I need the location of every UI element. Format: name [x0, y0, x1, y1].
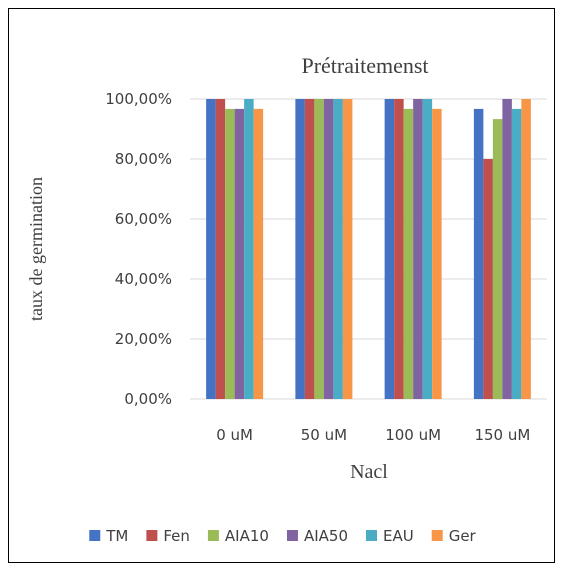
chart-frame	[8, 8, 555, 563]
x-axis-label: Nacl	[350, 461, 388, 483]
x-tick-label: 100 uM	[385, 426, 441, 444]
bar-aia10-2	[403, 108, 414, 400]
y-tick-label: 80,00%	[115, 150, 172, 168]
x-tick-label: 50 uM	[301, 426, 347, 444]
y-tick-label: 40,00%	[115, 270, 172, 288]
bar-ger-3	[521, 99, 531, 399]
y-tick-label: 60,00%	[115, 210, 172, 228]
bar-aia50-3	[502, 99, 512, 399]
x-tick-label: 150 uM	[474, 426, 530, 444]
legend: TM Fen AIA10 AIA50 EAU Ger	[89, 527, 477, 545]
legend-label-tm: TM	[105, 527, 128, 545]
bar-tm-3	[473, 108, 484, 400]
y-axis-label: taux de germination	[26, 177, 46, 321]
legend-swatch-tm	[89, 530, 101, 541]
bars	[206, 99, 531, 400]
y-tick-label: 100,00%	[105, 90, 172, 108]
y-tick-label: 20,00%	[115, 330, 172, 348]
bar-fen-1	[304, 99, 315, 399]
y-tick-labels: 0,00% 20,00% 40,00% 60,00% 80,00% 100,00%	[105, 90, 172, 408]
x-tick-label: 0 uM	[216, 426, 253, 444]
legend-swatch-fen	[146, 530, 158, 541]
bar-ger-0	[253, 108, 264, 400]
bar-aia50-1	[323, 99, 334, 399]
bar-tm-0	[206, 99, 216, 399]
bar-fen-0	[215, 99, 226, 399]
bar-ger-1	[342, 99, 353, 399]
legend-swatch-aia10	[207, 530, 219, 541]
legend-swatch-aia50	[286, 530, 298, 541]
bar-fen-3	[483, 159, 493, 399]
bar-aia10-0	[225, 108, 235, 400]
legend-label-aia10: AIA10	[225, 527, 269, 545]
bar-fen-2	[394, 99, 404, 399]
bar-tm-1	[295, 99, 305, 399]
bar-aia50-2	[413, 99, 423, 399]
legend-label-aia50: AIA50	[304, 527, 348, 545]
bar-eau-0	[244, 99, 254, 399]
legend-swatch-ger	[431, 530, 443, 541]
chart-title: Prétraitemenst	[301, 53, 428, 78]
bar-aia10-1	[314, 99, 324, 399]
legend-label-ger: Ger	[449, 527, 477, 545]
y-tick-label: 0,00%	[124, 390, 172, 408]
legend-label-fen: Fen	[163, 527, 190, 545]
bar-eau-2	[422, 99, 433, 399]
x-tick-labels: 0 uM 50 uM 100 uM 150 uM	[216, 426, 530, 444]
bar-aia50-0	[234, 108, 245, 400]
legend-label-eau: EAU	[383, 527, 414, 545]
bar-eau-1	[333, 99, 343, 399]
legend-swatch-eau	[365, 530, 377, 541]
bar-eau-3	[511, 108, 522, 400]
bar-tm-2	[384, 99, 395, 399]
bar-ger-2	[432, 108, 442, 400]
bar-aia10-3	[492, 119, 503, 399]
